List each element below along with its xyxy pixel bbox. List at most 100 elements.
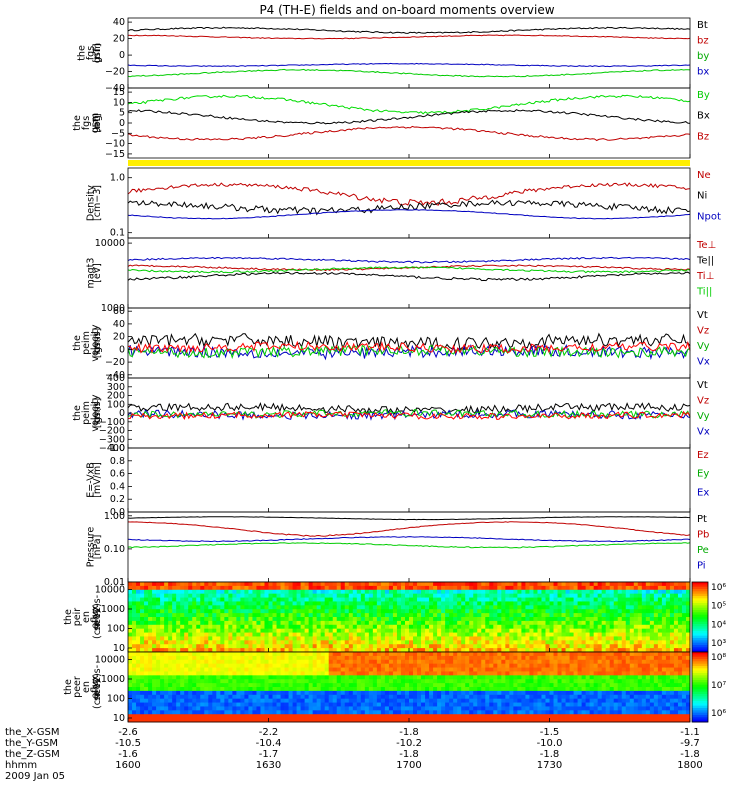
heatmap-cell <box>272 644 277 649</box>
heatmap-cell <box>441 663 446 668</box>
heatmap-cell <box>649 648 655 653</box>
heatmap-cell <box>525 710 530 715</box>
heatmap-cell <box>493 597 498 602</box>
heatmap-cell <box>268 636 273 641</box>
heatmap-cell <box>380 667 386 672</box>
heatmap-cell <box>308 698 314 703</box>
heatmap-cell <box>176 597 181 602</box>
heatmap-cell <box>248 694 253 700</box>
heatmap-cell <box>433 632 438 637</box>
heatmap-cell <box>208 694 213 700</box>
heatmap-cell <box>332 667 338 672</box>
heatmap-cell <box>521 585 526 591</box>
heatmap-cell <box>581 694 587 700</box>
heatmap-cell <box>152 683 157 688</box>
heatmap-cell <box>569 609 574 614</box>
heatmap-cell <box>160 683 165 688</box>
y-tick-label: −5 <box>111 128 125 139</box>
heatmap-cell <box>292 582 297 587</box>
heatmap-cell <box>525 702 530 707</box>
heatmap-cell <box>533 582 538 587</box>
heatmap-cell <box>657 640 663 645</box>
heatmap-cell <box>252 652 257 657</box>
heatmap-cell <box>449 683 454 688</box>
heatmap-cell <box>188 702 193 707</box>
heatmap-cell <box>372 636 378 641</box>
heatmap-cell <box>561 690 566 696</box>
heatmap-cell <box>569 687 574 692</box>
heatmap-cell <box>417 609 422 614</box>
heatmap-cell <box>617 605 623 610</box>
heatmap-cell <box>649 593 655 598</box>
heatmap-cell <box>216 613 221 618</box>
heatmap-cell <box>453 652 458 657</box>
heatmap-cell <box>216 632 221 637</box>
heatmap-cell <box>400 597 406 602</box>
heatmap-cell <box>308 663 314 668</box>
heatmap-cell <box>413 632 418 637</box>
heatmap-cell <box>300 687 306 692</box>
heatmap-cell <box>128 706 133 711</box>
heatmap-cell <box>400 706 406 711</box>
heatmap-cell <box>308 714 314 719</box>
heatmap-cell <box>421 644 426 649</box>
heatmap-cell <box>441 675 446 680</box>
heatmap-cell <box>473 589 478 595</box>
heatmap-cell <box>284 690 289 696</box>
heatmap-cell <box>388 714 394 719</box>
heatmap-cell <box>621 597 627 602</box>
heatmap-cell <box>192 617 197 622</box>
heatmap-cell <box>421 601 426 606</box>
heatmap-cell <box>565 687 570 692</box>
heatmap-cell <box>132 640 137 645</box>
heatmap-cell <box>268 710 273 715</box>
heatmap-cell <box>236 698 241 703</box>
heatmap-cell <box>220 675 225 680</box>
heatmap-cell <box>553 605 558 610</box>
heatmap-cell <box>280 655 285 661</box>
heatmap-cell <box>260 620 265 626</box>
heatmap-cell <box>525 624 530 630</box>
heatmap-cell <box>545 589 550 595</box>
heatmap-cell <box>400 687 406 692</box>
heatmap-cell <box>649 605 655 610</box>
heatmap-cell <box>529 589 534 595</box>
series-line-Vt <box>127 332 691 352</box>
heatmap-cell <box>260 652 265 657</box>
heatmap-cell <box>176 718 181 723</box>
heatmap-cell <box>160 714 165 719</box>
legend-label: Vz <box>697 326 709 337</box>
heatmap-cell <box>168 601 173 606</box>
heatmap-cell <box>356 675 362 680</box>
heatmap-cell <box>168 694 173 700</box>
heatmap-cell <box>469 655 474 661</box>
heatmap-cell <box>272 601 277 606</box>
heatmap-cell <box>148 652 153 657</box>
heatmap-cell <box>304 659 310 665</box>
heatmap-cell <box>260 605 265 610</box>
heatmap-cell <box>485 632 490 637</box>
heatmap-cell <box>168 597 173 602</box>
heatmap-cell <box>553 690 558 696</box>
heatmap-cell <box>396 609 402 614</box>
heatmap-cell <box>585 636 591 641</box>
heatmap-cell <box>445 687 450 692</box>
heatmap-cell <box>148 698 153 703</box>
heatmap-cell <box>188 714 193 719</box>
heatmap-cell <box>505 671 510 676</box>
heatmap-cell <box>180 655 185 661</box>
heatmap-cell <box>140 593 145 598</box>
heatmap-cell <box>493 593 498 598</box>
heatmap-cell <box>184 582 189 587</box>
heatmap-cell <box>264 620 269 626</box>
heatmap-cell <box>549 589 554 595</box>
heatmap-cell <box>497 589 502 595</box>
heatmap-cell <box>557 632 562 637</box>
heatmap-cell <box>433 702 438 707</box>
heatmap-cell <box>453 702 458 707</box>
heatmap-cell <box>364 628 370 633</box>
heatmap-cell <box>396 582 402 587</box>
heatmap-cell <box>577 698 583 703</box>
heatmap-cell <box>589 582 595 587</box>
heatmap-cell <box>224 652 229 657</box>
